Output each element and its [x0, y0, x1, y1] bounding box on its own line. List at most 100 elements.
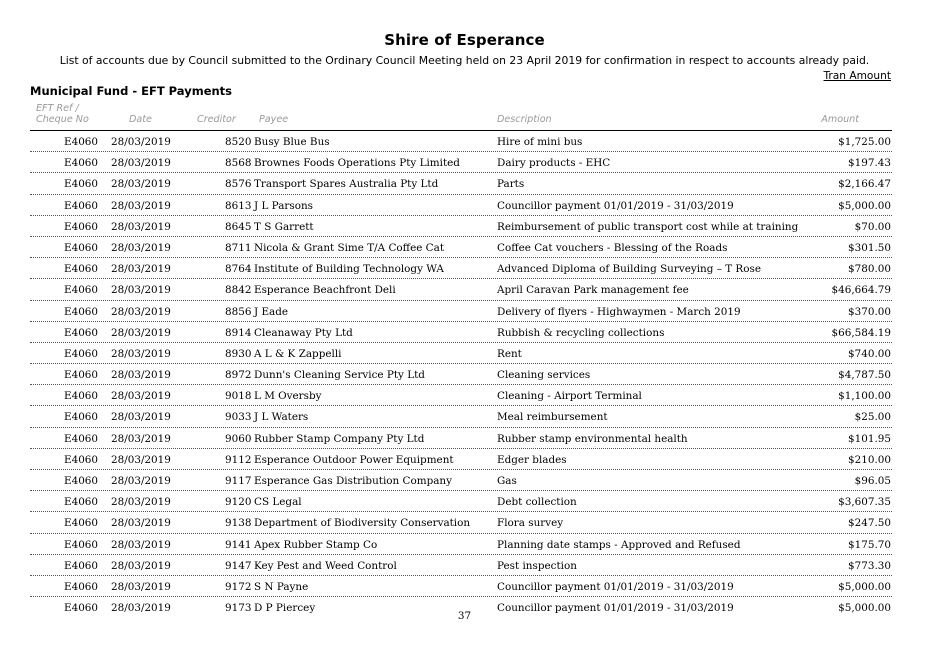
cell-amount: $5,000.00 — [838, 580, 891, 593]
cell-eft-ref: E4060 — [64, 538, 99, 551]
cell-payee: CS Legal — [254, 496, 302, 509]
cell-creditor: 8972 — [225, 369, 252, 382]
cell-eft-ref: E4060 — [64, 411, 99, 424]
page-number: 37 — [457, 610, 472, 622]
cell-amount: $70.00 — [854, 220, 891, 233]
table-row: E4060 28/03/2019 8914 Cleanaway Pty Ltd Rubb… — [30, 322, 892, 343]
cell-payee: Cleanaway Pty Ltd — [254, 326, 353, 339]
cell-payee: Apex Rubber Stamp Co — [254, 538, 378, 551]
cell-eft-ref: E4060 — [64, 432, 99, 445]
cell-description: Rubber stamp environmental health — [497, 432, 688, 445]
cell-amount: $96.05 — [854, 475, 891, 487]
table-row: E4060 28/03/2019 9147 Key Pest and Weed Con… — [30, 555, 892, 576]
cell-creditor: 8711 — [225, 241, 252, 254]
cell-creditor: 9060 — [225, 432, 252, 445]
cell-description: Cleaning - Airport Terminal — [497, 390, 642, 403]
cell-eft-ref: E4060 — [64, 326, 99, 339]
cell-eft-ref: E4060 — [64, 241, 99, 254]
cell-creditor: 9033 — [225, 411, 252, 424]
column-header-amount: Amount — [821, 114, 859, 125]
cell-amount: $3,607.35 — [838, 496, 891, 509]
cell-creditor: 9138 — [225, 517, 252, 530]
table-row: E4060 28/03/2019 8711 Nicola & Grant Sime T… — [30, 237, 892, 259]
cell-date: 28/03/2019 — [111, 305, 171, 318]
table-row: E4060 28/03/2019 8645 T S Garrett Reimbursem… — [30, 216, 892, 237]
cell-date: 28/03/2019 — [111, 263, 171, 276]
cell-description: Meal reimbursement — [497, 411, 608, 424]
cell-payee: Rubber Stamp Company Pty Ltd — [254, 432, 425, 445]
table-row: E4060 28/03/2019 9120 CS Legal Debt collecti… — [30, 491, 892, 513]
table-row: E4060 28/03/2019 8842 Esperance Beachfront … — [30, 279, 892, 301]
table-row: E4060 28/03/2019 9141 Apex Rubber Stamp Co P… — [30, 534, 892, 555]
cell-date: 28/03/2019 — [111, 220, 171, 233]
page-title: Shire of Esperance — [384, 31, 545, 49]
cell-date: 28/03/2019 — [111, 580, 171, 593]
cell-payee: Busy Blue Bus — [254, 136, 330, 148]
cell-amount: $46,664.79 — [831, 284, 892, 297]
cell-date: 28/03/2019 — [111, 517, 171, 530]
cell-payee: A L & K Zappelli — [254, 347, 342, 360]
cell-eft-ref: E4060 — [64, 496, 99, 509]
cell-description: Reimbursement of public transport cost w… — [497, 220, 799, 233]
table-row: E4060 28/03/2019 9172 S N Payne Councillor p… — [30, 576, 892, 598]
cell-amount: $370.00 — [848, 305, 891, 318]
cell-date: 28/03/2019 — [111, 178, 171, 191]
cell-eft-ref: E4060 — [64, 305, 99, 318]
cell-date: 28/03/2019 — [111, 136, 171, 148]
cell-eft-ref: E4060 — [64, 559, 99, 572]
cell-description: Pest inspection — [497, 559, 577, 572]
cell-amount: $773.30 — [848, 559, 891, 572]
table-row: E4060 28/03/2019 8520 Busy Blue Bus Hire of … — [30, 131, 892, 153]
cell-creditor: 9112 — [225, 453, 252, 466]
cell-description: Cleaning services — [497, 369, 591, 382]
column-header-date: Date — [129, 114, 152, 125]
cell-date: 28/03/2019 — [111, 411, 171, 424]
cell-date: 28/03/2019 — [111, 390, 171, 403]
cell-description: Debt collection — [497, 496, 577, 509]
table-row: E4060 28/03/2019 8764 Institute of Building… — [30, 258, 892, 280]
cell-amount: $25.00 — [854, 411, 891, 424]
cell-creditor: 8764 — [225, 263, 252, 276]
table-row: E4060 28/03/2019 8972 Dunn's Cleaning Servi… — [30, 364, 892, 386]
cell-description: Parts — [497, 178, 525, 191]
cell-payee: S N Payne — [254, 580, 309, 593]
cell-amount: $247.50 — [848, 517, 891, 530]
cell-date: 28/03/2019 — [111, 496, 171, 509]
column-header-creditor: Creditor — [197, 114, 236, 125]
cell-eft-ref: E4060 — [64, 602, 99, 615]
cell-creditor: 8914 — [225, 326, 252, 339]
cell-date: 28/03/2019 — [111, 241, 171, 254]
column-header-payee: Payee — [259, 114, 289, 125]
cell-date: 28/03/2019 — [111, 284, 171, 297]
cell-creditor: 9147 — [225, 559, 252, 572]
cell-amount: $66,584.19 — [831, 326, 892, 339]
cell-date: 28/03/2019 — [111, 602, 171, 615]
cell-eft-ref: E4060 — [64, 347, 99, 360]
cell-description: Delivery of flyers - Highwaymen - March … — [497, 305, 741, 318]
cell-date: 28/03/2019 — [111, 369, 171, 382]
table-row: E4060 28/03/2019 8930 A L & K Zappelli Rent $… — [30, 343, 892, 365]
cell-creditor: 9018 — [225, 390, 252, 403]
cell-creditor: 8645 — [225, 220, 252, 233]
cell-amount: $2,166.47 — [838, 178, 891, 191]
cell-eft-ref: E4060 — [64, 517, 99, 530]
cell-amount: $4,787.50 — [838, 369, 891, 382]
table-row: E4060 28/03/2019 8856 J Eade Delivery of fly… — [30, 301, 892, 322]
cell-creditor: 9120 — [225, 496, 252, 509]
cell-payee: Dunn's Cleaning Service Pty Ltd — [254, 369, 425, 382]
cell-amount: $780.00 — [848, 263, 891, 276]
column-header-description: Description — [497, 114, 552, 125]
cell-date: 28/03/2019 — [111, 559, 171, 572]
cell-description: Edger blades — [497, 453, 567, 466]
table-row: E4060 28/03/2019 9033 J L Waters Meal reimbu… — [30, 406, 892, 428]
table-row: E4060 28/03/2019 9173 D P Piercey Councillor… — [30, 597, 892, 617]
cell-date: 28/03/2019 — [111, 326, 171, 339]
section-heading: Municipal Fund - EFT Payments — [30, 84, 233, 98]
cell-description: Gas — [497, 475, 517, 487]
table-row: E4060 28/03/2019 9138 Department of Biodive… — [30, 512, 892, 534]
cell-creditor: 8930 — [225, 347, 252, 360]
cell-creditor: 8613 — [225, 199, 252, 212]
cell-creditor: 8856 — [225, 305, 252, 318]
cell-description: Councillor payment 01/01/2019 - 31/03/20… — [497, 602, 734, 615]
cell-eft-ref: E4060 — [64, 263, 99, 276]
